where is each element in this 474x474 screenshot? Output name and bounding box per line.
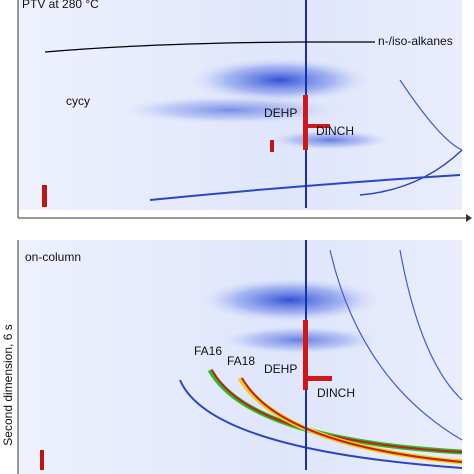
bottom-panel: on-column FA16 FA18 DEHP DINCH [17,240,463,474]
trace [179,379,463,469]
top-panel: PTV at 280 °C n-/iso-alkanes cycy DEHP D… [17,0,472,222]
peak-label: DINCH [317,386,355,400]
axis-arrow [466,214,472,222]
alkane-line [44,41,375,53]
peak [303,320,308,390]
trace [149,174,461,201]
panel-title: on-column [25,250,81,264]
peak [303,95,308,150]
signal [270,130,390,150]
peak-label: DINCH [316,124,354,138]
peak-label: FA16 [194,344,222,358]
y-axis-label: Second dimension, 6 s [1,324,15,445]
peak-label: DEHP [264,106,297,120]
trace [241,377,463,463]
panel-title: PTV at 280 °C [22,0,99,11]
peak [42,185,47,207]
trace [329,249,463,441]
peak [308,124,330,128]
peak-label: FA18 [227,354,255,368]
signal [120,96,340,124]
peak-label: n-/iso-alkanes [378,34,453,48]
plot-area [18,240,462,474]
signal [200,278,380,322]
signal [190,58,370,102]
peak [308,376,332,381]
signal [220,326,380,354]
trace [399,249,463,401]
peak-label: cycy [66,94,90,108]
peak-label: DEHP [264,362,297,376]
trace [359,149,463,196]
peak [40,450,44,470]
trace [399,79,463,151]
peak [270,140,274,152]
